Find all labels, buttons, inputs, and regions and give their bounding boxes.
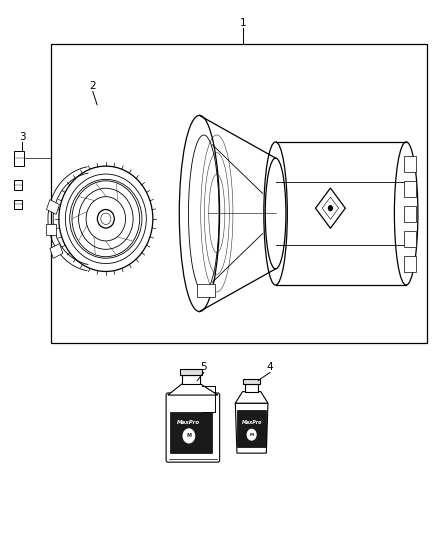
Polygon shape [235,392,268,403]
Text: M: M [250,433,254,437]
Bar [404,256,416,272]
Ellipse shape [97,209,114,228]
Bar [51,44,427,343]
Circle shape [247,430,256,440]
Bar [46,200,60,214]
Bar [404,181,416,197]
Text: MaxPro: MaxPro [241,420,262,425]
Text: 2: 2 [89,81,96,91]
Bar [197,284,215,297]
Bar [14,200,22,209]
Bar [245,384,258,392]
Text: M: M [187,433,191,439]
Bar [243,378,260,384]
Text: 5: 5 [201,362,207,372]
Bar [14,180,22,190]
Bar [14,151,24,166]
Polygon shape [168,384,218,395]
Bar [46,224,56,235]
Text: 3: 3 [19,132,25,142]
Circle shape [183,429,194,443]
Bar [180,369,202,375]
Text: 4: 4 [267,362,273,372]
Bar [237,410,266,447]
FancyBboxPatch shape [166,393,219,462]
Bar [182,375,201,384]
Bar [50,244,63,259]
Text: 1: 1 [240,18,246,28]
Polygon shape [235,403,268,453]
Circle shape [328,205,333,212]
Bar [170,412,212,453]
Bar [404,206,416,222]
Bar [404,231,416,247]
Bar [404,156,416,172]
Text: MaxPro: MaxPro [177,421,201,425]
